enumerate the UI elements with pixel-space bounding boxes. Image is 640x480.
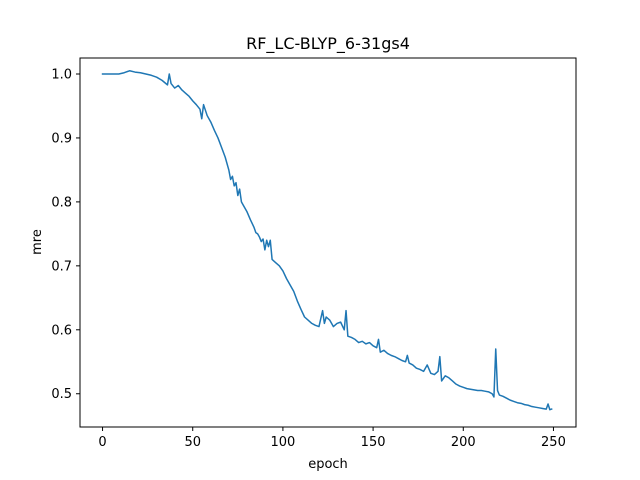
x-axis-label: epoch <box>308 457 348 472</box>
y-tick-label: 0.5 <box>51 387 72 402</box>
chart-title: RF_LC-BLYP_6-31gs4 <box>246 34 410 54</box>
plot-area <box>101 70 553 411</box>
y-axis-label: mre <box>30 229 45 255</box>
y-tick-label: 0.7 <box>51 259 72 274</box>
y-tick-label: 0.6 <box>51 323 72 338</box>
y-tick-label: 1.0 <box>51 67 72 82</box>
y-tick-label: 0.9 <box>51 131 72 146</box>
x-tick-label: 150 <box>361 435 386 450</box>
x-tick-label: 0 <box>98 435 106 450</box>
x-tick-label: 50 <box>184 435 201 450</box>
series-line <box>101 70 553 411</box>
x-tick-label: 250 <box>541 435 566 450</box>
x-tick-label: 100 <box>270 435 295 450</box>
x-tick-label: 200 <box>451 435 476 450</box>
y-tick-label: 0.8 <box>51 195 72 210</box>
axes-frame <box>79 57 577 428</box>
